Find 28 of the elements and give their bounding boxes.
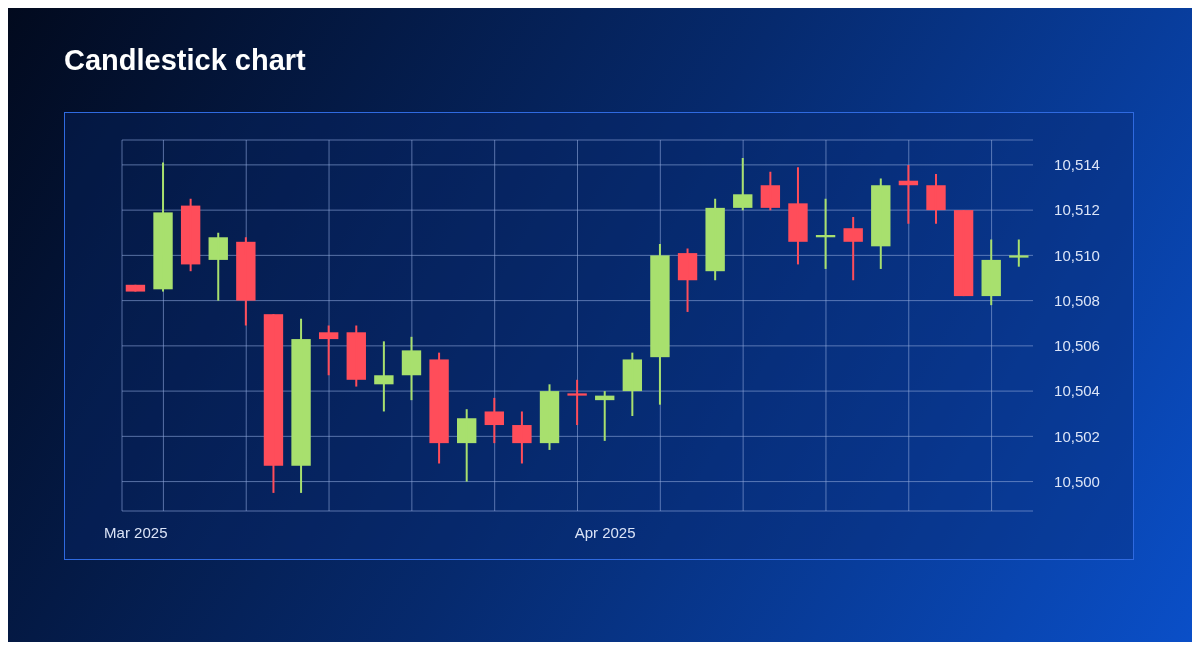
candlestick: [1009, 238, 1029, 268]
x-tick-label: Apr 2025: [574, 523, 636, 541]
candlestick: [512, 410, 532, 465]
y-tick-label: 10,504: [1054, 382, 1100, 400]
candlestick: [236, 236, 256, 327]
candlestick: [567, 378, 587, 427]
chart-title: Candlestick chart: [64, 44, 306, 77]
candlestick: [788, 166, 808, 266]
y-tick-label: 10,506: [1054, 337, 1100, 355]
candlestick: [374, 340, 394, 413]
candlestick: [429, 351, 449, 465]
y-tick-label: 10,500: [1054, 472, 1100, 490]
y-tick-label: 10,508: [1054, 291, 1100, 309]
y-tick-label: 10,512: [1054, 201, 1100, 219]
candlestick: [843, 215, 863, 282]
x-tick-label: Mar 2025: [104, 523, 168, 541]
candlestick: [153, 161, 173, 293]
candlestick: [125, 283, 146, 293]
candlestick: [318, 324, 339, 377]
candlestick: [291, 317, 311, 494]
y-tick-label: 10,510: [1054, 246, 1100, 264]
candlestick: [733, 157, 753, 212]
y-tick-label: 10,502: [1054, 427, 1100, 445]
candlestick: [926, 172, 946, 225]
y-tick-label: 10,514: [1054, 156, 1100, 174]
candlestick: [484, 396, 504, 445]
candlestick: [705, 197, 725, 282]
candlestick: [650, 243, 670, 406]
